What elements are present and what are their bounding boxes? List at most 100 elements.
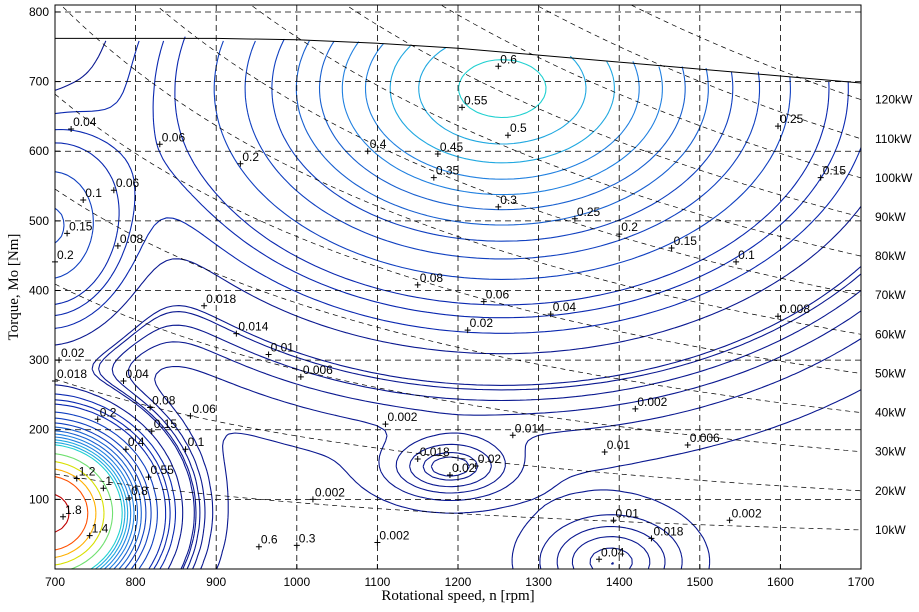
contour-label: 0.35 [436, 164, 460, 178]
contour-label: 0.08 [152, 393, 176, 407]
contour-label-marker [237, 160, 244, 167]
contour-label-marker [120, 378, 127, 384]
contour-label: 0.2 [100, 405, 117, 419]
contour-label: 1.8 [65, 503, 82, 517]
contour-label-marker [632, 405, 639, 412]
contour-label-marker [80, 196, 87, 203]
power-line-60kw [62, 6, 862, 335]
contour-label-marker [472, 462, 479, 469]
y-tick-label: 200 [29, 423, 49, 437]
x-tick-label: 700 [45, 575, 65, 589]
contour-label: 0.06 [162, 130, 186, 144]
contour-label-marker [156, 141, 163, 148]
contour-label-marker [110, 187, 117, 194]
contour-label-marker [145, 474, 152, 481]
power-line-80kw [252, 5, 862, 257]
power-labels: 10kW 20kW 30kW 40kW 50kW 60kW 70kW 80kW 90kW 100k… [875, 93, 913, 537]
contour-label-marker [480, 298, 487, 305]
contour-line [54, 47, 587, 570]
contour-label: 0.018 [420, 445, 450, 459]
contour-label: 0.1 [738, 248, 755, 262]
contour-label: 0.02 [61, 346, 85, 360]
contour-line [128, 310, 862, 570]
contour-label-marker [147, 404, 154, 411]
contour-label: 0.014 [238, 320, 268, 334]
y-tick-label: 100 [29, 492, 49, 506]
x-tick-label: 800 [126, 575, 146, 589]
contour-label-marker [596, 556, 603, 563]
power-label: 50kW [875, 366, 906, 380]
contour-label: 0.014 [515, 421, 545, 435]
contour-label-marker [73, 475, 80, 482]
contour-label-marker [114, 242, 121, 249]
contour-line [54, 40, 862, 570]
contour-line [54, 45, 615, 570]
y-tick-label: 800 [29, 5, 49, 19]
full-load-curve [55, 37, 862, 84]
contour-label-marker [547, 311, 554, 318]
contour-label: 0.02 [478, 452, 502, 466]
contour-label-marker [86, 532, 93, 539]
contour-label-marker [122, 446, 129, 453]
contour-label-marker [817, 174, 824, 181]
contour-label-marker [648, 535, 655, 542]
contour-label: 0.08 [120, 232, 144, 246]
power-label: 120kW [875, 93, 913, 107]
x-tick-label: 1300 [525, 575, 552, 589]
contour-label: 0.2 [57, 248, 74, 262]
contour-line [54, 36, 830, 570]
x-tick-label: 1200 [445, 575, 472, 589]
contour-label: 0.01 [616, 506, 640, 520]
contour-label: 0.3 [500, 193, 517, 207]
contour-label: 0.018 [206, 292, 236, 306]
power-line-40kw [54, 188, 862, 413]
contour-label: 0.06 [486, 288, 510, 302]
contour-label: 1 [105, 474, 112, 488]
contour-label-marker [255, 543, 262, 550]
contour-label-marker [434, 151, 441, 158]
contour-label-marker [414, 281, 421, 288]
contour-label-marker [610, 517, 617, 524]
contour-label: 0.15 [154, 417, 178, 431]
contour-label: 0.008 [780, 302, 810, 316]
contour-label: 0.01 [271, 341, 295, 355]
grid-lines [55, 5, 861, 569]
contour-label-marker [464, 327, 471, 334]
contour-label-marker [364, 148, 371, 155]
contour-label: 0.002 [379, 529, 409, 543]
contour-label: 0.01 [607, 438, 631, 452]
contour-line [154, 338, 862, 570]
contour-label: 0.02 [452, 461, 476, 475]
contour-label: 1.4 [92, 522, 109, 536]
power-label: 40kW [875, 406, 906, 420]
y-tick-label: 600 [29, 144, 49, 158]
contour-line [54, 41, 686, 570]
x-tick-label: 1100 [364, 575, 390, 589]
power-line-120kw [631, 4, 862, 100]
power-label: 70kW [875, 288, 906, 302]
x-tick-label: 900 [206, 575, 226, 589]
contour-label: 0.002 [387, 410, 417, 424]
y-axis-title: Torque, Mo [Nm] [6, 234, 22, 341]
contour-label: 0.2 [621, 220, 638, 234]
x-axis-title: Rotational speed, n [rpm] [381, 588, 534, 604]
contour-label: 0.5 [510, 121, 527, 135]
contour-label: 0.4 [128, 435, 145, 449]
y-tick-label: 500 [29, 214, 49, 228]
contour-label: 0.04 [601, 545, 625, 559]
contour-label: 0.15 [823, 164, 847, 178]
power-line-90kw [349, 6, 862, 218]
contour-line [54, 40, 709, 570]
contour-label: 1.2 [79, 464, 96, 478]
power-label: 110kW [875, 132, 912, 146]
contour-label: 0.6 [261, 533, 278, 547]
contour-label: 0.15 [69, 219, 93, 233]
x-axis-ticks: 700 800 900 1000 1100 1200 1300 1400 1500 1600 170… [45, 564, 875, 589]
x-tick-label: 1400 [606, 575, 633, 589]
contour-line [111, 290, 862, 570]
contour-label-marker [293, 542, 300, 549]
y-axis-ticks: 100 200 300 400 500 600 700 800 [29, 5, 60, 506]
contour-label-marker [774, 123, 781, 130]
